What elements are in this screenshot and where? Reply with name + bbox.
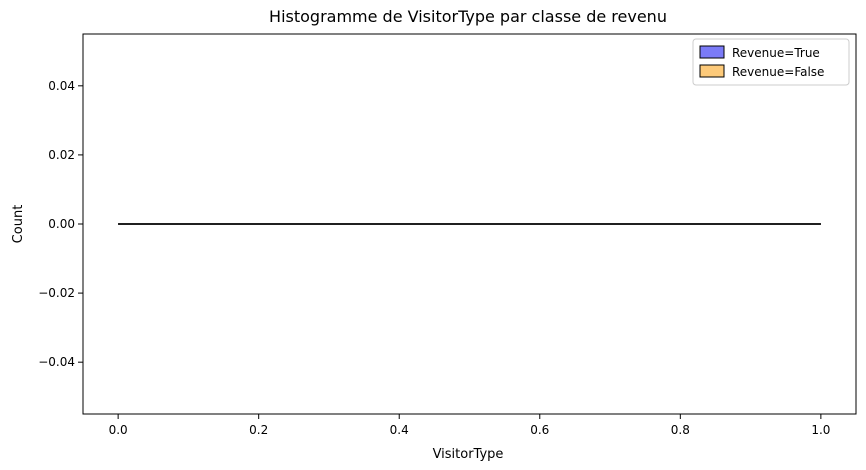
legend-box <box>692 38 850 86</box>
x-tick-label: 0.0 <box>109 423 128 437</box>
legend-swatch <box>699 64 725 78</box>
x-tick-label: 0.8 <box>671 423 690 437</box>
x-tick-label: 1.0 <box>811 423 830 437</box>
x-tick-label: 0.2 <box>249 423 268 437</box>
y-tick-label: 0.02 <box>48 148 75 162</box>
y-tick-label: 0.00 <box>48 217 75 231</box>
y-tick-label: −0.04 <box>38 355 75 369</box>
legend-swatch <box>699 45 725 59</box>
y-tick-label: −0.02 <box>38 286 75 300</box>
x-axis-label: VisitorType <box>433 447 504 462</box>
x-tick-label: 0.6 <box>530 423 549 437</box>
plot-area: 0.0 0.2 0.4 0.6 0.8 1.0 −0.04 −0.02 0.00 0.02 0.04 <box>38 33 857 437</box>
legend-label: Revenue=False <box>732 65 824 79</box>
legend-label: Revenue=True <box>732 46 820 60</box>
x-tick-label: 0.4 <box>390 423 409 437</box>
chart-title: Histogramme de VisitorType par classe de… <box>269 7 667 26</box>
legend: Revenue=True Revenue=False <box>692 38 850 86</box>
y-tick-label: 0.04 <box>48 79 75 93</box>
y-axis-label: Count <box>11 205 26 244</box>
